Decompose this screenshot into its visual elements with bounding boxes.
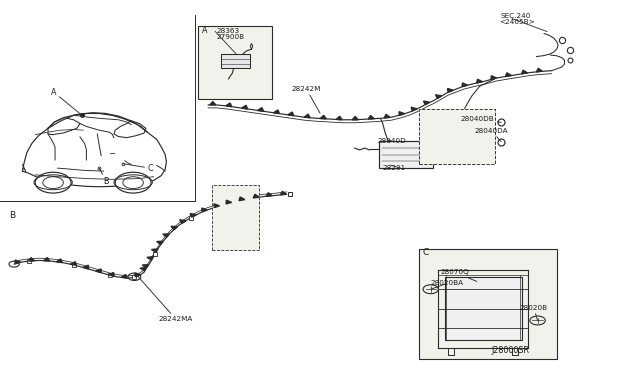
- Polygon shape: [266, 193, 272, 196]
- Polygon shape: [253, 194, 259, 198]
- Text: 28040DA: 28040DA: [475, 128, 509, 142]
- Text: 28231: 28231: [383, 165, 406, 171]
- Text: B: B: [10, 211, 16, 219]
- Polygon shape: [491, 76, 497, 80]
- Polygon shape: [226, 200, 232, 204]
- Polygon shape: [190, 214, 196, 217]
- Bar: [379, 141, 433, 168]
- Bar: [419, 249, 557, 359]
- Bar: [212, 185, 259, 250]
- Polygon shape: [109, 272, 114, 276]
- Polygon shape: [157, 241, 163, 244]
- Text: J28000SR: J28000SR: [492, 346, 530, 355]
- Bar: [419, 109, 495, 164]
- Polygon shape: [135, 273, 141, 277]
- Text: 27900B: 27900B: [216, 34, 244, 40]
- Polygon shape: [171, 226, 177, 230]
- Polygon shape: [304, 114, 310, 118]
- Polygon shape: [96, 269, 101, 273]
- Bar: [221, 54, 250, 68]
- Polygon shape: [70, 262, 76, 265]
- Text: 28020BA: 28020BA: [430, 280, 463, 289]
- Polygon shape: [210, 102, 216, 105]
- Text: SEC.240: SEC.240: [500, 13, 531, 19]
- Text: 28020B: 28020B: [520, 305, 548, 320]
- Polygon shape: [214, 204, 220, 208]
- Text: 28040DB: 28040DB: [461, 116, 501, 122]
- Text: 28040D: 28040D: [378, 138, 406, 144]
- Polygon shape: [242, 105, 248, 109]
- Polygon shape: [152, 249, 158, 252]
- Polygon shape: [202, 208, 207, 212]
- Polygon shape: [140, 267, 147, 271]
- Bar: [198, 26, 272, 99]
- Ellipse shape: [34, 175, 72, 190]
- Polygon shape: [462, 83, 468, 87]
- Polygon shape: [239, 197, 245, 201]
- Polygon shape: [477, 79, 483, 83]
- Polygon shape: [180, 220, 186, 223]
- Polygon shape: [435, 95, 442, 99]
- Polygon shape: [280, 191, 287, 195]
- Polygon shape: [399, 112, 404, 115]
- Polygon shape: [368, 116, 374, 119]
- Text: C: C: [123, 164, 153, 173]
- Polygon shape: [147, 257, 154, 260]
- Text: 28070Q: 28070Q: [440, 269, 477, 282]
- Polygon shape: [536, 68, 542, 72]
- Text: 28242MA: 28242MA: [138, 276, 193, 322]
- Polygon shape: [447, 89, 453, 92]
- Text: A: A: [202, 26, 207, 35]
- Text: B: B: [99, 168, 109, 186]
- Polygon shape: [522, 70, 527, 74]
- Polygon shape: [226, 103, 232, 107]
- Polygon shape: [15, 260, 20, 264]
- Polygon shape: [44, 257, 50, 261]
- Polygon shape: [121, 275, 127, 278]
- Text: A: A: [51, 88, 82, 115]
- Text: 28242M: 28242M: [292, 86, 321, 113]
- Text: <2405B>: <2405B>: [499, 19, 535, 25]
- Polygon shape: [384, 114, 390, 118]
- Ellipse shape: [114, 175, 152, 190]
- Polygon shape: [56, 259, 63, 263]
- Text: 28363: 28363: [216, 28, 239, 34]
- Bar: [445, 277, 522, 340]
- Polygon shape: [163, 234, 170, 237]
- Polygon shape: [257, 108, 264, 111]
- Polygon shape: [336, 116, 342, 120]
- Polygon shape: [142, 264, 148, 268]
- Polygon shape: [288, 112, 294, 116]
- Polygon shape: [506, 73, 511, 77]
- Polygon shape: [411, 107, 417, 111]
- Polygon shape: [83, 265, 88, 269]
- Polygon shape: [273, 110, 280, 113]
- Text: C: C: [422, 248, 429, 257]
- Polygon shape: [320, 115, 326, 119]
- Polygon shape: [29, 258, 35, 261]
- Polygon shape: [424, 101, 429, 105]
- Polygon shape: [352, 116, 358, 120]
